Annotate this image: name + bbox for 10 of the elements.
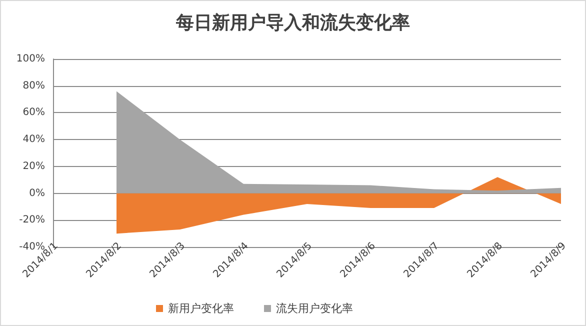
y-tick-label: 80%: [22, 80, 45, 92]
y-tick-label: 100%: [16, 54, 45, 64]
y-tick-label: 0%: [29, 188, 45, 199]
y-tick-label: -20%: [19, 214, 45, 226]
legend-label: 新用户变化率: [168, 302, 234, 315]
chart-title: 每日新用户导入和流失变化率: [175, 12, 410, 34]
y-tick-label: 20%: [22, 160, 45, 172]
y-tick-label: 60%: [22, 107, 45, 118]
y-tick-label: 40%: [22, 134, 45, 146]
legend-label: 流失用户变化率: [276, 302, 353, 315]
